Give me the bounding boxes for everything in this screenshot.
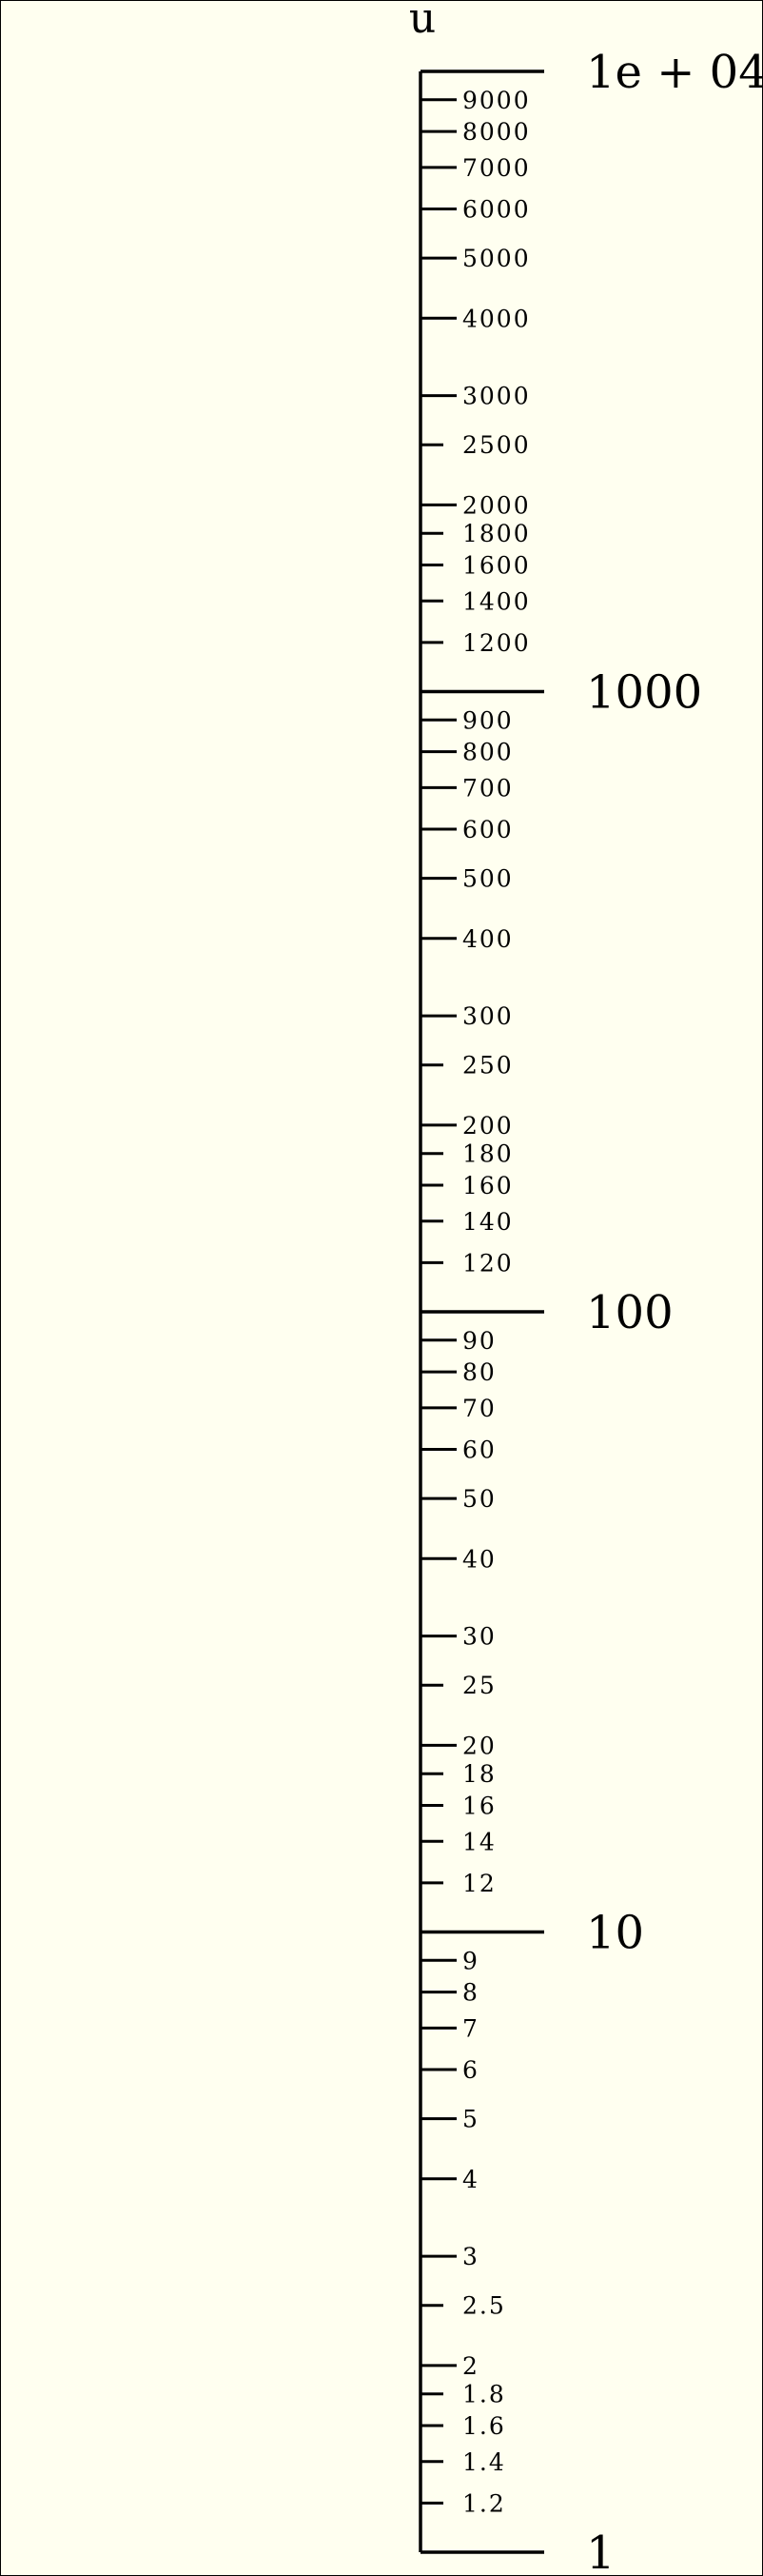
minor-tick-label: 40: [462, 1545, 497, 1573]
minor-tick-label: 800: [462, 739, 514, 766]
minor-tick-label: 1.8: [462, 2381, 506, 2408]
minor-tick-label: 90: [462, 1327, 497, 1355]
minor-tick-label: 5: [462, 2106, 479, 2133]
minor-tick-label: 1.4: [462, 2448, 506, 2476]
minor-tick-label: 7000: [462, 154, 531, 182]
minor-tick-label: 2: [462, 2352, 479, 2380]
minor-tick-label: 140: [462, 1208, 514, 1236]
minor-tick-label: 6000: [462, 196, 531, 224]
minor-tick-label: 1.2: [462, 2489, 506, 2517]
minor-tick-label: 25: [462, 1672, 497, 1699]
minor-tick-label: 8000: [462, 118, 531, 146]
minor-tick-label: 4: [462, 2166, 479, 2193]
minor-tick-label: 1.6: [462, 2412, 506, 2440]
minor-tick-label: 16: [462, 1793, 497, 1820]
minor-tick-label: 180: [462, 1140, 514, 1168]
minor-tick-label: 3: [462, 2243, 479, 2270]
minor-tick-label: 1800: [462, 520, 531, 547]
minor-tick-label: 60: [462, 1437, 497, 1464]
minor-tick-label: 2000: [462, 491, 531, 519]
minor-tick-label: 6: [462, 2056, 479, 2084]
minor-tick-label: 900: [462, 706, 514, 734]
minor-tick-label: 160: [462, 1172, 514, 1199]
minor-tick-label: 9: [462, 1947, 479, 1974]
minor-tick-label: 14: [462, 1828, 497, 1855]
minor-tick-label: 300: [462, 1002, 514, 1030]
major-tick-label: 100: [586, 1286, 674, 1339]
minor-tick-label: 1600: [462, 552, 531, 580]
minor-tick-label: 80: [462, 1358, 497, 1386]
minor-tick-label: 1200: [462, 629, 531, 657]
minor-tick-label: 9000: [462, 87, 531, 114]
minor-tick-label: 50: [462, 1485, 497, 1513]
minor-tick-label: 20: [462, 1732, 497, 1759]
minor-tick-label: 1400: [462, 587, 531, 615]
minor-tick-label: 200: [462, 1112, 514, 1139]
minor-tick-label: 5000: [462, 245, 531, 272]
minor-tick-label: 30: [462, 1623, 497, 1651]
minor-tick-label: 8: [462, 1979, 479, 2007]
minor-tick-label: 18: [462, 1760, 497, 1788]
tick-group: 1 10 100 1000 1e + 04 1.2 1.4 1.6 1.82 2.5 3 4 5 6 7 8 9…: [421, 46, 762, 2575]
axis-title: u: [409, 1, 436, 43]
minor-tick-label: 2.5: [462, 2292, 506, 2320]
minor-tick-label: 250: [462, 1052, 514, 1080]
minor-tick-label: 3000: [462, 383, 531, 410]
minor-tick-label: 70: [462, 1395, 497, 1422]
minor-tick-label: 400: [462, 925, 514, 953]
minor-tick-label: 7: [462, 2014, 479, 2042]
major-tick-label: 1000: [586, 666, 702, 720]
major-tick-label: 1e + 04: [586, 46, 762, 99]
minor-tick-label: 2500: [462, 431, 531, 459]
minor-tick-label: 12: [462, 1870, 497, 1897]
minor-tick-label: 700: [462, 774, 514, 802]
minor-tick-label: 600: [462, 816, 514, 843]
major-tick-label: 1: [586, 2526, 616, 2575]
minor-tick-label: 4000: [462, 305, 531, 332]
minor-tick-label: 120: [462, 1249, 514, 1277]
minor-tick-label: 500: [462, 865, 514, 893]
major-tick-label: 10: [586, 1907, 644, 1960]
